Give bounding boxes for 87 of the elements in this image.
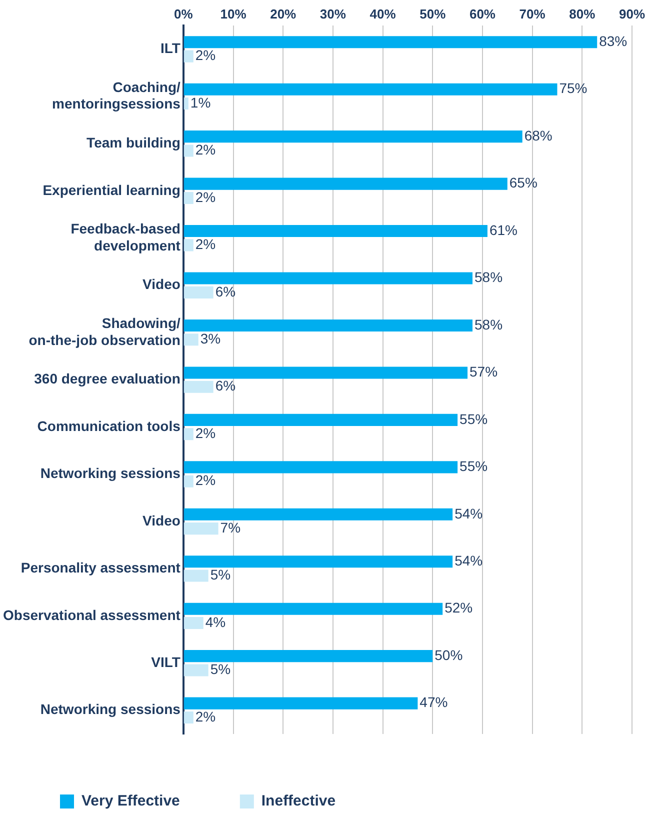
bar <box>184 570 208 582</box>
bar <box>184 366 468 379</box>
legend-label: Very Effective <box>82 792 180 810</box>
bar <box>184 475 194 488</box>
data-label: 5% <box>210 661 231 678</box>
data-label: 2% <box>195 188 216 205</box>
data-label: 2% <box>195 47 216 64</box>
data-label: 4% <box>205 614 226 630</box>
x-tick-label: 10% <box>220 6 247 22</box>
x-tick-label: 60% <box>469 6 496 22</box>
data-label: 5% <box>210 566 231 583</box>
bar <box>184 414 458 426</box>
bar <box>184 428 194 440</box>
y-tick-label: Networking sessions <box>40 465 181 482</box>
data-label: 55% <box>460 410 488 427</box>
bar <box>184 50 194 62</box>
x-tick-label: 0% <box>174 6 194 22</box>
bar <box>184 36 598 48</box>
bar <box>184 239 194 252</box>
legend-label: Ineffective <box>261 792 336 810</box>
data-label: 54% <box>454 505 483 522</box>
data-label: 58% <box>474 269 503 286</box>
x-tick-label: 70% <box>519 6 546 22</box>
bar <box>184 380 214 393</box>
y-tick-label: Observational assessment <box>3 606 181 623</box>
bar <box>184 508 453 520</box>
data-label: 58% <box>474 316 503 332</box>
bar <box>184 556 453 568</box>
data-label: 83% <box>599 32 628 49</box>
bar <box>184 130 522 143</box>
bar <box>184 650 433 662</box>
data-label: 52% <box>444 600 473 616</box>
y-tick-label: Shadowing/ on-the-job observation <box>28 315 181 348</box>
bar <box>184 711 194 724</box>
y-tick-label: Video <box>142 276 180 292</box>
y-tick-label: Feedback-based development <box>70 220 181 254</box>
data-label: 65% <box>509 174 538 191</box>
bar <box>184 334 198 346</box>
bar <box>184 225 488 238</box>
bar <box>184 461 458 474</box>
y-tick-label: Networking sessions <box>40 701 181 718</box>
x-tick-label: 30% <box>320 6 346 22</box>
y-tick-label: Communication tools <box>37 418 181 434</box>
data-label: 75% <box>559 80 588 96</box>
y-tick-label: Coaching/ mentoringsessions <box>52 78 181 112</box>
data-label: 2% <box>195 708 216 724</box>
data-label: 68% <box>524 127 552 144</box>
bar <box>184 602 443 615</box>
data-label: 57% <box>470 364 498 380</box>
bar <box>184 144 194 157</box>
bar <box>184 272 473 284</box>
x-tick-label: 90% <box>618 6 646 22</box>
x-tick-label: 40% <box>370 6 396 22</box>
data-label: 1% <box>190 94 211 110</box>
y-tick-label: 360 degree evaluation <box>34 370 180 387</box>
y-tick-label: Personality assessment <box>20 560 181 576</box>
data-label: 7% <box>220 519 241 536</box>
x-tick-label: 20% <box>270 6 297 22</box>
y-tick-label: Experiential learning <box>42 182 180 198</box>
data-label: 2% <box>195 236 216 252</box>
bar <box>184 319 473 332</box>
data-label: 2% <box>195 142 216 158</box>
data-label: 47% <box>420 694 448 710</box>
bar <box>184 178 508 190</box>
data-label: 2% <box>195 424 216 441</box>
data-label: 6% <box>215 378 236 394</box>
data-label: 6% <box>215 283 236 300</box>
bar <box>184 83 558 96</box>
data-label: 61% <box>489 222 518 238</box>
bar <box>184 98 188 110</box>
y-tick-label: VILT <box>151 654 181 670</box>
bar <box>184 286 214 298</box>
y-tick-label: Video <box>142 512 180 528</box>
y-tick-label: Team building <box>86 134 180 151</box>
bar <box>184 192 194 204</box>
x-tick-label: 80% <box>569 6 596 22</box>
bar <box>184 697 418 710</box>
y-tick-label: ILT <box>160 40 181 56</box>
x-tick-label: 50% <box>420 6 446 22</box>
data-label: 2% <box>195 472 216 488</box>
bar <box>184 616 204 630</box>
data-label: 55% <box>460 458 488 474</box>
data-label: 50% <box>434 646 463 663</box>
data-label: 54% <box>454 552 483 568</box>
data-label: 3% <box>200 330 221 347</box>
bar <box>184 664 208 676</box>
bar <box>184 522 218 535</box>
